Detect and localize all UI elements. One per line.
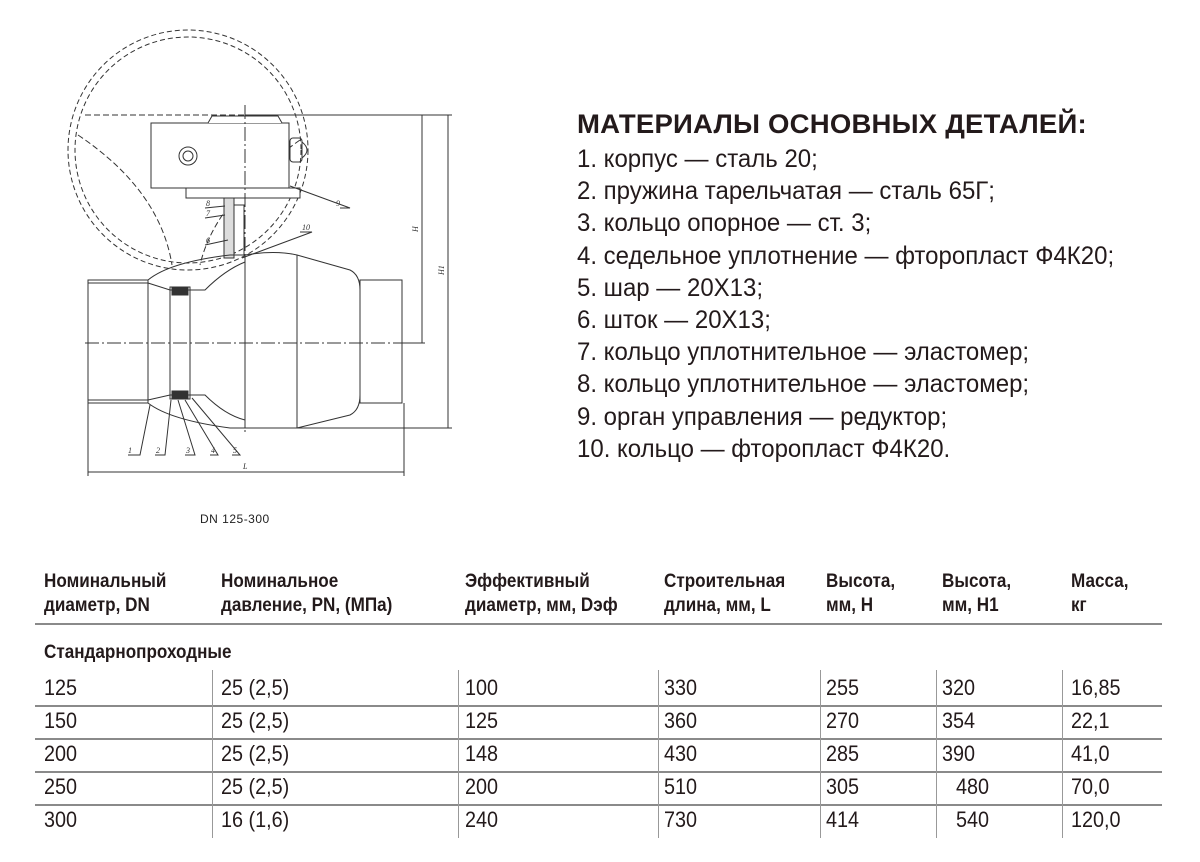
column-header: Масса, кг — [1071, 571, 1129, 616]
column-header: Номинальный диаметр, DN — [44, 571, 167, 616]
column-divider — [820, 670, 821, 838]
table-cell: 354 — [942, 708, 976, 733]
valve-drawing: 1 2 3 4 5 6 7 8 9 10 L H H1 — [67, 29, 452, 476]
right-pipe — [359, 279, 403, 404]
callout-8: 8 — [206, 199, 210, 208]
callout-7: 7 — [206, 209, 211, 218]
table-cell: 430 — [664, 741, 698, 766]
list-item: 6. шток — 20Х13; — [577, 306, 771, 335]
table-cell: 240 — [465, 807, 499, 832]
column-header: Номинальное давление, PN, (МПа) — [221, 571, 393, 616]
table-cell: 70,0 — [1071, 774, 1110, 799]
table-cell: 25 (2,5) — [221, 675, 290, 700]
callout-9: 9 — [336, 199, 340, 208]
column-header: Эффективный диаметр, мм, Dэф — [465, 571, 618, 616]
left-pipe — [87, 279, 149, 404]
table-cell: 16 (1,6) — [221, 807, 290, 832]
table-cell: 730 — [664, 807, 698, 832]
gearbox — [150, 122, 290, 189]
table-cell: 510 — [664, 774, 698, 799]
list-item: 3. кольцо опорное — ст. 3; — [577, 209, 872, 238]
table-cell: 255 — [826, 675, 860, 700]
list-item: 9. орган управления — редуктор; — [577, 402, 948, 431]
dimension-l-label: L — [242, 462, 248, 471]
handwheel-outline — [67, 29, 309, 271]
table-cell: 16,85 — [1071, 675, 1121, 700]
table-cell: 150 — [44, 708, 78, 733]
table-cell: 305 — [826, 774, 860, 799]
callout-3: 3 — [185, 446, 190, 455]
table-cell: 414 — [826, 807, 860, 832]
table-row: 125 25 (2,5) 100 330 255 320 16,85 — [35, 672, 1162, 707]
table-cell: 125 — [44, 675, 78, 700]
column-divider — [458, 670, 459, 838]
table-cell: 125 — [465, 708, 499, 733]
list-item: 4. седельное уплотнение — фторопласт Ф4К… — [577, 241, 1115, 270]
header-divider — [35, 623, 1162, 625]
table-cell: 200 — [44, 741, 78, 766]
callout-1: 1 — [128, 446, 132, 455]
drawing-caption: DN 125-300 — [200, 512, 270, 526]
column-divider — [936, 670, 937, 838]
table-cell: 540 — [956, 807, 990, 832]
table-row: 150 25 (2,5) 125 360 270 354 22,1 — [35, 705, 1162, 740]
table-cell: 270 — [826, 708, 860, 733]
callout-6: 6 — [206, 236, 210, 245]
materials-list: 1. корпус — сталь 20; 2. пружина тарельч… — [577, 143, 1137, 465]
table-row: 300 16 (1,6) 240 730 414 540 120,0 — [35, 804, 1162, 837]
table-cell: 330 — [664, 675, 698, 700]
list-item: 5. шар — 20Х13; — [577, 273, 764, 302]
list-item: 8. кольцо уплотнительное — эластомер; — [577, 370, 1030, 399]
table-cell: 41,0 — [1071, 741, 1110, 766]
valve-body — [244, 252, 361, 429]
table-cell: 148 — [465, 741, 499, 766]
column-header: Высота, мм, H — [826, 571, 896, 616]
table-cell: 25 (2,5) — [221, 708, 290, 733]
list-item: 1. корпус — сталь 20; — [577, 145, 818, 173]
list-item: 7. кольцо уплотнительное — эластомер; — [577, 338, 1030, 367]
callout-2: 2 — [156, 446, 160, 455]
column-divider — [212, 670, 213, 838]
materials-title: МАТЕРИАЛЫ ОСНОВНЫХ ДЕТАЛЕЙ: — [577, 109, 1087, 139]
column-divider — [658, 670, 659, 838]
table-row: 250 25 (2,5) 200 510 305 480 70,0 — [35, 771, 1162, 806]
group-label: Стандарнопроходные — [44, 642, 232, 663]
table-cell: 100 — [465, 675, 499, 700]
callout-10: 10 — [302, 223, 310, 232]
table-cell: 120,0 — [1071, 807, 1121, 832]
table-row: 200 25 (2,5) 148 430 285 390 41,0 — [35, 738, 1162, 773]
table-cell: 360 — [664, 708, 698, 733]
callout-5: 5 — [233, 446, 237, 455]
table-cell: 320 — [942, 675, 976, 700]
callout-4: 4 — [211, 446, 215, 455]
table-cell: 25 (2,5) — [221, 741, 290, 766]
column-header: Высота, мм, H1 — [942, 571, 1012, 616]
dimension-h-label: H — [411, 225, 420, 233]
list-item: 2. пружина тарельчатая — сталь 65Г; — [577, 177, 995, 206]
table-cell: 390 — [942, 741, 976, 766]
table-cell: 300 — [44, 807, 78, 832]
table-cell: 25 (2,5) — [221, 774, 290, 799]
table-cell: 285 — [826, 741, 860, 766]
table-cell: 200 — [465, 774, 499, 799]
column-divider — [1062, 670, 1063, 838]
dimension-h1-label: H1 — [437, 265, 446, 276]
column-header: Строительная длина, мм, L — [664, 571, 786, 616]
table-cell: 250 — [44, 774, 78, 799]
table-cell: 22,1 — [1071, 708, 1110, 733]
table-cell: 480 — [956, 774, 990, 799]
handwheel-inner — [74, 36, 302, 264]
list-item: 10. кольцо — фторопласт Ф4К20. — [577, 434, 951, 463]
